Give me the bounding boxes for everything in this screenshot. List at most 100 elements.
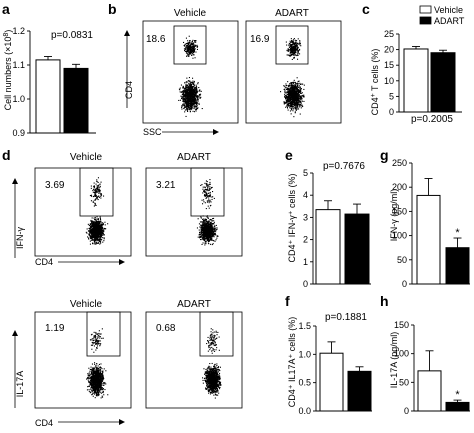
scatter-dot xyxy=(188,84,190,86)
scatter-dot xyxy=(100,227,102,229)
scatter-dot xyxy=(191,99,193,101)
scatter-dot xyxy=(185,97,187,99)
scatter-dot xyxy=(284,96,286,98)
scatter-dot xyxy=(297,98,299,100)
scatter-dot xyxy=(185,95,187,97)
scatter-dot xyxy=(211,233,213,235)
scatter-dot xyxy=(100,229,102,231)
scatter-dot xyxy=(94,193,96,195)
scatter-dot xyxy=(191,89,193,91)
scatter-dot xyxy=(294,85,296,87)
scatter-dot xyxy=(200,225,202,227)
scatter-dot xyxy=(290,101,292,103)
scatter-dot xyxy=(293,96,295,98)
scatter-dot xyxy=(190,106,192,108)
scatter-dot xyxy=(192,83,194,85)
scatter-dot xyxy=(96,371,98,373)
scatter-dot xyxy=(86,228,88,230)
scatter-dot xyxy=(187,101,189,103)
scatter-dot xyxy=(191,93,193,95)
scatter-dot xyxy=(295,109,297,111)
scatter-dot xyxy=(189,103,191,105)
scatter-dot xyxy=(292,53,294,55)
scatter-dot xyxy=(212,233,214,235)
scatter-dot xyxy=(89,231,91,233)
gate-b-adart xyxy=(275,25,309,65)
scatter-dot xyxy=(97,221,99,223)
scatter-dot xyxy=(89,227,91,229)
scatter-dot xyxy=(87,373,89,375)
scatter-dot xyxy=(88,233,90,235)
scatter-dot xyxy=(287,104,289,106)
scatter-dot xyxy=(189,111,191,113)
scatter-dot xyxy=(197,90,199,92)
scatter-dot xyxy=(293,116,295,118)
scatter-dot xyxy=(285,83,287,85)
scatter-dot xyxy=(103,234,105,236)
scatter-dot xyxy=(196,108,198,110)
scatter-dot xyxy=(292,96,294,98)
scatter-dot xyxy=(195,110,197,112)
scatter-dot xyxy=(105,228,107,230)
scatter-dot xyxy=(91,373,93,375)
scatter-dot xyxy=(205,208,207,210)
scatter-dot xyxy=(288,44,290,46)
scatter-dot xyxy=(194,104,196,106)
scatter-dot xyxy=(186,105,188,107)
scatter-dot xyxy=(96,185,98,187)
scatter-dot xyxy=(185,87,187,89)
scatter-dot xyxy=(197,83,199,85)
scatter-dot xyxy=(288,104,290,106)
scatter-dot xyxy=(208,234,210,236)
scatter-dot xyxy=(192,90,194,92)
scatter-dot xyxy=(296,86,298,88)
scatter-dot xyxy=(183,95,185,97)
scatter-dot xyxy=(189,49,191,51)
scatter-dot xyxy=(206,231,208,233)
scatter-dot xyxy=(191,107,193,109)
scatter-dot xyxy=(202,218,204,220)
scatter-dot xyxy=(89,223,91,225)
scatter-dot xyxy=(203,190,205,192)
scatter-dot xyxy=(96,188,98,190)
scatter-dot xyxy=(185,87,187,89)
scatter-dot xyxy=(284,102,286,104)
scatter-dot xyxy=(291,101,293,103)
scatter-dot xyxy=(186,92,188,94)
scatter-dot xyxy=(213,240,215,242)
chart-a-tick-label: 1.2 xyxy=(12,26,25,36)
scatter-dot xyxy=(98,230,100,232)
scatter-dot xyxy=(101,380,103,382)
scatter-dot xyxy=(195,89,197,91)
scatter-dot xyxy=(293,42,295,44)
scatter-dot xyxy=(185,109,187,111)
scatter-dot xyxy=(299,43,301,45)
scatter-dot xyxy=(203,224,205,226)
chart-a-bar-adart xyxy=(63,67,89,134)
scatter-dot xyxy=(181,91,183,93)
scatter-dot xyxy=(204,191,206,193)
scatter-dot xyxy=(211,236,213,238)
scatter-dot xyxy=(186,46,188,48)
scatter-dot xyxy=(202,225,204,227)
scatter-dot xyxy=(99,237,101,239)
scatter-dot xyxy=(96,239,98,241)
scatter-dot xyxy=(187,88,189,90)
scatter-dot xyxy=(93,221,95,223)
chart-a-tick-label: 1.0 xyxy=(12,94,25,104)
scatter-dot xyxy=(98,233,100,235)
scatter-dot xyxy=(300,89,302,91)
legend-label-vehicle: Vehicle xyxy=(434,5,463,15)
scatter-dot xyxy=(190,50,192,52)
scatter-dot xyxy=(207,195,209,197)
scatter-dot xyxy=(94,234,96,236)
scatter-dot xyxy=(96,240,98,242)
scatter-dot xyxy=(193,108,195,110)
scatter-dot xyxy=(291,91,293,93)
scatter-dot xyxy=(206,229,208,231)
scatter-dot xyxy=(195,103,197,105)
scatter-dot xyxy=(186,49,188,51)
scatter-dot xyxy=(88,230,90,232)
scatter-dot xyxy=(192,94,194,96)
scatter-dot xyxy=(213,235,215,237)
